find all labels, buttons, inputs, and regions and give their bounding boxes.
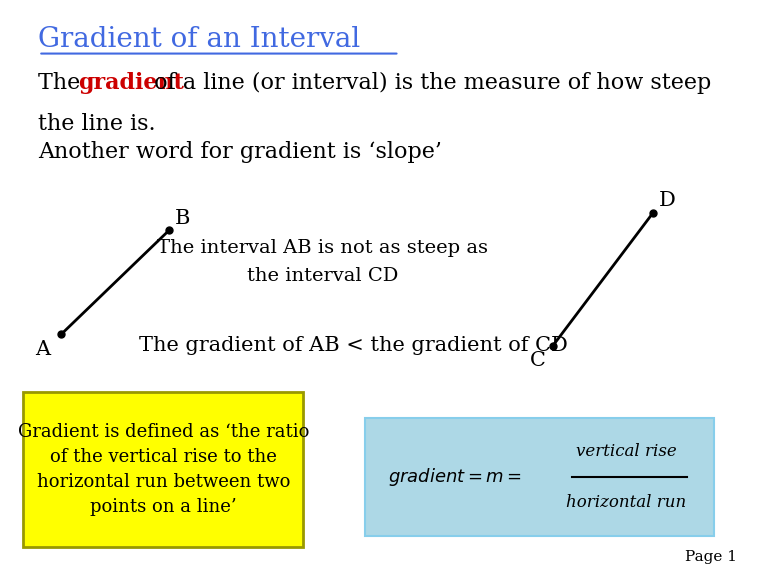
FancyBboxPatch shape bbox=[23, 392, 303, 547]
Text: A: A bbox=[35, 340, 50, 359]
Text: horizontal run: horizontal run bbox=[566, 494, 686, 511]
Text: the line is.: the line is. bbox=[38, 113, 156, 135]
Text: $\mathit{gradient} = \mathit{m} =$: $\mathit{gradient} = \mathit{m} =$ bbox=[388, 466, 522, 488]
Text: The interval AB is not as steep as: The interval AB is not as steep as bbox=[157, 238, 488, 257]
Text: The gradient of AB < the gradient of CD: The gradient of AB < the gradient of CD bbox=[139, 336, 568, 355]
Text: C: C bbox=[529, 351, 545, 370]
FancyBboxPatch shape bbox=[365, 418, 714, 536]
Text: Gradient is defined as ‘the ratio
of the vertical rise to the
horizontal run bet: Gradient is defined as ‘the ratio of the… bbox=[18, 423, 310, 516]
Text: B: B bbox=[175, 209, 190, 228]
Text: the interval CD: the interval CD bbox=[247, 267, 399, 286]
Text: The: The bbox=[38, 72, 88, 94]
Text: D: D bbox=[659, 191, 676, 210]
Text: Gradient of an Interval: Gradient of an Interval bbox=[38, 26, 361, 53]
Text: gradient: gradient bbox=[78, 72, 184, 94]
Text: Page 1: Page 1 bbox=[685, 551, 737, 564]
Text: Another word for gradient is ‘slope’: Another word for gradient is ‘slope’ bbox=[38, 141, 442, 163]
Text: vertical rise: vertical rise bbox=[575, 442, 677, 460]
Text: of a line (or interval) is the measure of how steep: of a line (or interval) is the measure o… bbox=[147, 72, 712, 94]
